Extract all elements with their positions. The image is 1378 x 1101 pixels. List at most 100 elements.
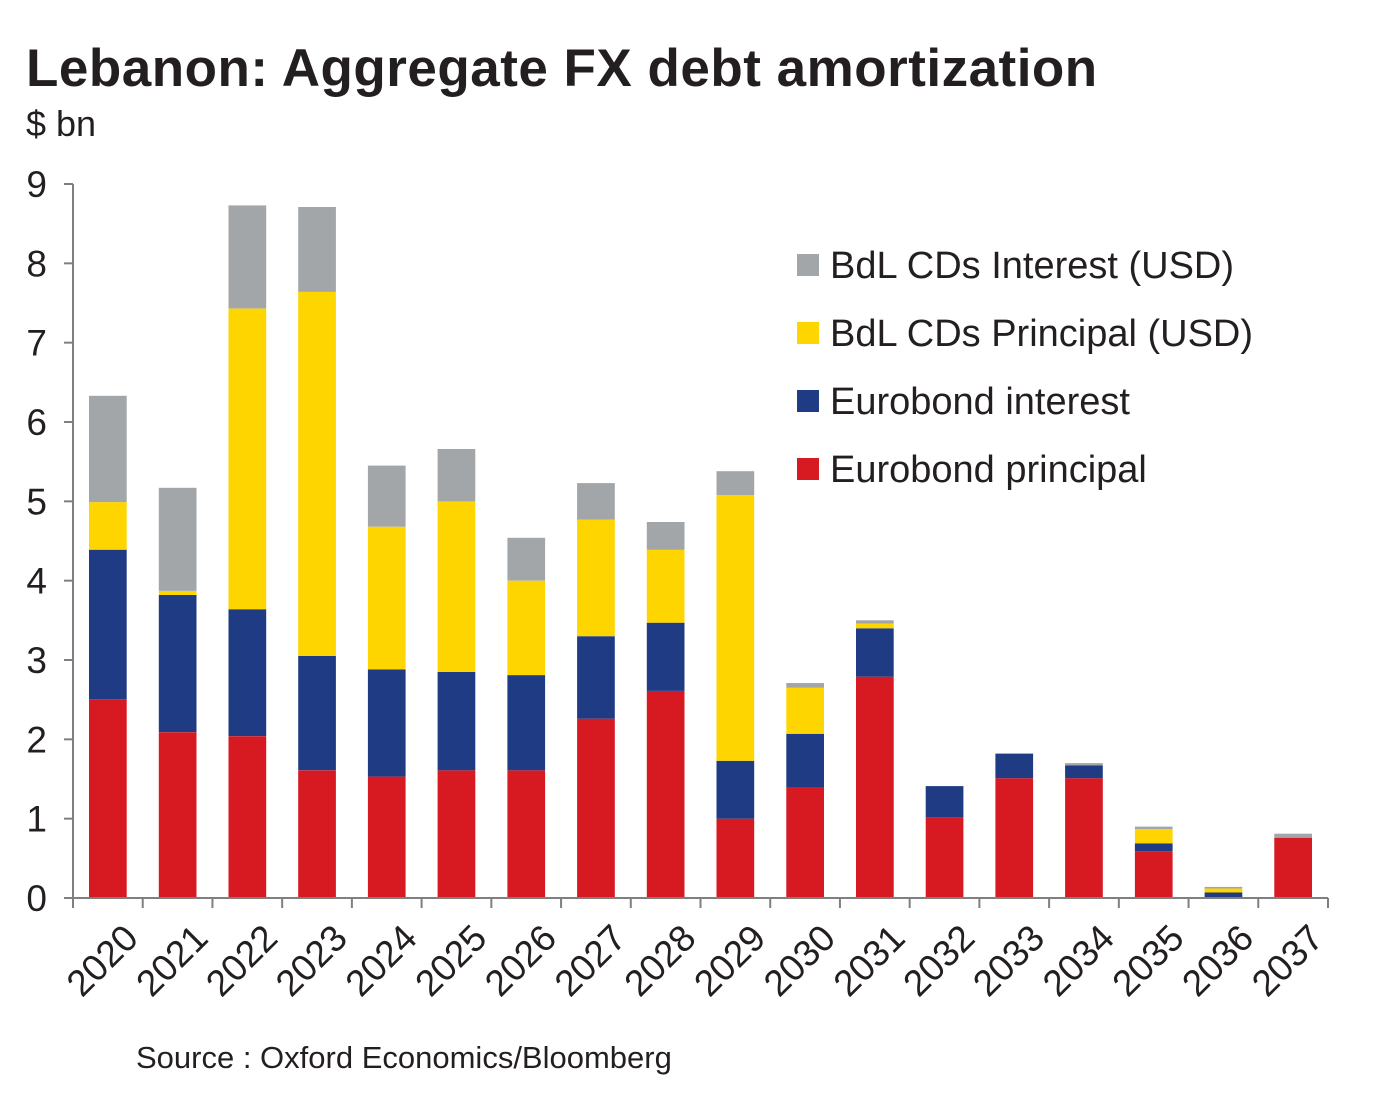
bar-segment-2031-eurobond-principal xyxy=(856,676,894,898)
x-tick-label: 2028 xyxy=(616,917,703,1004)
x-tick-label: 2033 xyxy=(965,917,1052,1004)
bar-segment-2024-bdl-cds-interest-usd xyxy=(367,465,406,527)
bar-segment-2028-eurobond-principal xyxy=(646,690,685,898)
bar-segment-2027-bdl-cds-principal-usd xyxy=(577,519,615,637)
y-tick-label: 5 xyxy=(26,481,47,522)
bar-segment-2035-eurobond-principal xyxy=(1134,851,1173,898)
x-tick-label: 2034 xyxy=(1035,917,1122,1004)
bar-segment-2029-bdl-cds-principal-usd xyxy=(716,495,755,761)
legend-swatch xyxy=(797,254,819,276)
bar-segment-2031-bdl-cds-principal-usd xyxy=(856,623,894,629)
legend-label: BdL CDs Principal (USD) xyxy=(830,313,1253,355)
bar-segment-2028-bdl-cds-principal-usd xyxy=(646,549,685,623)
x-tick-label: 2031 xyxy=(826,917,913,1004)
bar-segment-2034-bdl-cds-interest-usd xyxy=(1065,763,1103,766)
legend-label: Eurobond principal xyxy=(830,449,1147,491)
legend-label: BdL CDs Interest (USD) xyxy=(830,245,1234,287)
bar-segment-2036-bdl-cds-principal-usd xyxy=(1204,888,1243,893)
bar-segment-2036-eurobond-interest xyxy=(1204,892,1243,898)
bar-segment-2028-bdl-cds-interest-usd xyxy=(646,522,685,550)
legend-label: Eurobond interest xyxy=(830,381,1130,423)
bar-segment-2034-eurobond-principal xyxy=(1065,778,1103,898)
bar-segment-2020-eurobond-interest xyxy=(89,549,127,700)
y-tick-label: 8 xyxy=(26,243,47,284)
legend: BdL CDs Interest (USD) BdL CDs Principal … xyxy=(797,245,1253,491)
bar-segment-2035-bdl-cds-principal-usd xyxy=(1134,829,1173,844)
x-tick-label: 2029 xyxy=(686,917,773,1004)
bar-segment-2025-eurobond-principal xyxy=(437,770,476,898)
bar-segment-2021-bdl-cds-principal-usd xyxy=(158,591,197,595)
bar-segment-2034-eurobond-interest xyxy=(1065,765,1103,779)
y-tick-label: 6 xyxy=(26,402,47,443)
y-tick-label: 4 xyxy=(26,561,47,602)
bar-segment-2029-eurobond-principal xyxy=(716,818,755,898)
bar-segment-2022-bdl-cds-interest-usd xyxy=(228,205,267,309)
bar-segment-2035-bdl-cds-interest-usd xyxy=(1134,826,1173,829)
bar-segment-2026-bdl-cds-principal-usd xyxy=(507,580,546,676)
bar-segment-2026-eurobond-interest xyxy=(507,675,546,771)
y-tick-label: 9 xyxy=(26,164,47,205)
bar-segment-2033-eurobond-interest xyxy=(995,753,1034,779)
bar-segment-2024-eurobond-interest xyxy=(367,669,406,777)
bar-segment-2020-bdl-cds-principal-usd xyxy=(89,502,127,550)
x-tick-label: 2035 xyxy=(1104,917,1191,1004)
bar-segment-2032-eurobond-principal xyxy=(925,817,964,898)
x-tick-label: 2024 xyxy=(338,917,425,1004)
bar-segment-2030-bdl-cds-principal-usd xyxy=(786,687,824,734)
bar-segment-2028-eurobond-interest xyxy=(646,622,685,691)
y-tick-label: 2 xyxy=(26,719,47,760)
y-tick-label: 1 xyxy=(26,799,47,840)
y-tick-label: 0 xyxy=(26,878,47,919)
x-tick-label: 2027 xyxy=(547,917,634,1004)
bar-segment-2024-eurobond-principal xyxy=(367,776,406,898)
bar-segment-2021-eurobond-principal xyxy=(158,732,197,898)
bar-segment-2027-eurobond-interest xyxy=(577,636,615,719)
bar-segment-2027-bdl-cds-interest-usd xyxy=(577,483,615,520)
bar-segment-2023-eurobond-principal xyxy=(298,770,336,898)
bar-segment-2026-eurobond-principal xyxy=(507,770,546,898)
bar-segment-2035-eurobond-interest xyxy=(1134,843,1173,852)
bar-segment-2032-eurobond-interest xyxy=(925,786,964,818)
bar-segment-2020-eurobond-principal xyxy=(89,699,127,898)
bar-segment-2023-bdl-cds-interest-usd xyxy=(298,207,336,292)
x-tick-label: 2020 xyxy=(59,917,146,1004)
bar-segment-2025-bdl-cds-principal-usd xyxy=(437,501,476,672)
bar-segment-2023-bdl-cds-principal-usd xyxy=(298,291,336,656)
bar-segment-2029-bdl-cds-interest-usd xyxy=(716,471,755,495)
legend-swatch xyxy=(797,458,819,480)
bar-segment-2037-eurobond-principal xyxy=(1274,837,1312,898)
bar-segment-2025-bdl-cds-interest-usd xyxy=(437,449,476,502)
x-tick-label: 2037 xyxy=(1244,917,1331,1004)
bars-group xyxy=(89,205,1312,898)
bar-segment-2026-bdl-cds-interest-usd xyxy=(507,537,546,581)
x-tick-label: 2026 xyxy=(477,917,564,1004)
bar-segment-2033-eurobond-principal xyxy=(995,778,1034,898)
x-tick-label: 2025 xyxy=(407,917,494,1004)
bar-segment-2037-bdl-cds-interest-usd xyxy=(1274,833,1312,838)
bar-segment-2029-eurobond-interest xyxy=(716,760,755,819)
x-tick-label: 2032 xyxy=(895,917,982,1004)
chart-title: Lebanon: Aggregate FX debt amortization xyxy=(26,39,1098,98)
bar-segment-2023-eurobond-interest xyxy=(298,656,336,771)
legend-swatch xyxy=(797,390,819,412)
bar-segment-2021-eurobond-interest xyxy=(158,594,197,733)
legend-swatch xyxy=(797,322,819,344)
bar-segment-2021-bdl-cds-interest-usd xyxy=(158,487,197,591)
x-tick-label: 2030 xyxy=(756,917,843,1004)
bar-segment-2027-eurobond-principal xyxy=(577,718,615,898)
bar-segment-2031-eurobond-interest xyxy=(856,628,894,677)
bar-segment-2024-bdl-cds-principal-usd xyxy=(367,526,406,670)
bar-segment-2025-eurobond-interest xyxy=(437,671,476,771)
x-tick-label: 2036 xyxy=(1174,917,1261,1004)
y-axis-unit-label: $ bn xyxy=(26,103,97,144)
bar-segment-2022-eurobond-principal xyxy=(228,736,267,898)
bar-segment-2030-bdl-cds-interest-usd xyxy=(786,683,824,688)
bar-segment-2030-eurobond-interest xyxy=(786,733,824,787)
bar-segment-2020-bdl-cds-interest-usd xyxy=(89,395,127,503)
source-note: Source : Oxford Economics/Bloomberg xyxy=(136,1040,672,1075)
bar-segment-2022-eurobond-interest xyxy=(228,609,267,737)
bar-segment-2030-eurobond-principal xyxy=(786,786,824,898)
x-tick-label: 2022 xyxy=(198,917,285,1004)
y-tick-label: 7 xyxy=(26,323,47,364)
